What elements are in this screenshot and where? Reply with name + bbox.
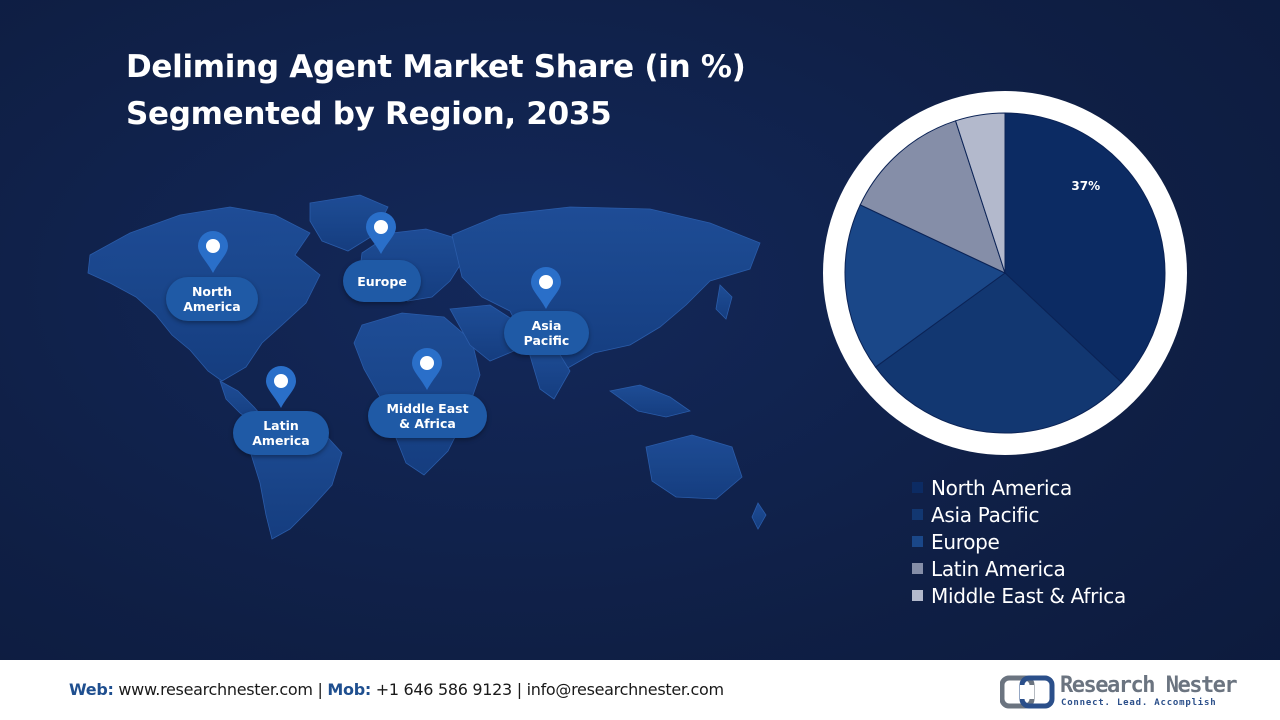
legend-swatch — [912, 536, 923, 547]
europe-label: Europe — [343, 260, 421, 302]
footer: Web: www.researchnester.com | Mob: +1 64… — [0, 660, 1280, 720]
mob-label: Mob: — [327, 680, 371, 699]
legend-swatch — [912, 509, 923, 520]
legend-label: Middle East & Africa — [931, 583, 1126, 608]
logo-tagline: Connect. Lead. Accomplish — [1061, 698, 1217, 708]
phone-number: +1 646 586 9123 — [375, 680, 512, 699]
japan-shape — [715, 284, 733, 320]
pie-slice-latin-america — [859, 120, 1006, 274]
pie-slices — [844, 112, 1166, 434]
legend-item: North America — [912, 474, 1126, 501]
pie-chart: 37% — [823, 91, 1187, 455]
web-link[interactable]: www.researchnester.com — [118, 680, 313, 699]
legend-swatch — [912, 563, 923, 574]
greenland-shape — [309, 194, 389, 252]
europe-pin-icon — [366, 212, 396, 254]
legend-item: Latin America — [912, 555, 1126, 582]
middle-east-africa-label: Middle East & Africa — [368, 394, 487, 438]
pie-slice-middle-east-africa — [954, 112, 1006, 274]
legend-label: Europe — [931, 529, 1000, 554]
pie-data-label: 37% — [1071, 179, 1100, 193]
north-america-label: North America — [166, 277, 258, 321]
nz-shape — [751, 502, 767, 530]
legend-item: Asia Pacific — [912, 501, 1126, 528]
legend-label: Latin America — [931, 556, 1066, 581]
pie-slice-north-america — [1004, 112, 1166, 384]
legend-item: Middle East & Africa — [912, 582, 1126, 609]
sea-islands-shape — [609, 384, 691, 418]
latin-america-pin-icon — [266, 366, 296, 408]
asia-pacific-label: Asia Pacific — [504, 311, 589, 355]
title-line-1: Deliming Agent Market Share (in %) — [126, 49, 746, 85]
latin-america-label: Latin America — [233, 411, 329, 455]
middle-east-africa-pin-icon — [412, 348, 442, 390]
legend-swatch — [912, 482, 923, 493]
contact-line: Web: www.researchnester.com | Mob: +1 64… — [69, 680, 724, 699]
legend-swatch — [912, 590, 923, 601]
separator: | — [317, 680, 323, 699]
pie-slice-asia-pacific — [874, 272, 1123, 434]
legend-label: North America — [931, 475, 1072, 500]
logo-name: Research Nester — [1060, 673, 1238, 698]
logo-mark-icon — [1000, 675, 1055, 709]
research-nester-logo: Research Nester Connect. Lead. Accomplis… — [1000, 673, 1238, 713]
legend-label: Asia Pacific — [931, 502, 1040, 527]
asia-pacific-pin-icon — [531, 267, 561, 309]
pie-slice-europe — [844, 204, 1006, 368]
chart-legend: North America Asia Pacific Europe Latin Ame… — [912, 474, 1126, 609]
separator: | — [516, 680, 522, 699]
pie-data-labels: 37% — [1071, 179, 1100, 193]
web-label: Web: — [69, 680, 114, 699]
email-link[interactable]: info@researchnester.com — [526, 680, 724, 699]
australia-shape — [645, 434, 743, 500]
north-america-pin-icon — [198, 231, 228, 273]
chart-title: Deliming Agent Market Share (in %) Segme… — [126, 44, 826, 138]
legend-item: Europe — [912, 528, 1126, 555]
title-line-2: Segmented by Region, 2035 — [126, 96, 612, 132]
